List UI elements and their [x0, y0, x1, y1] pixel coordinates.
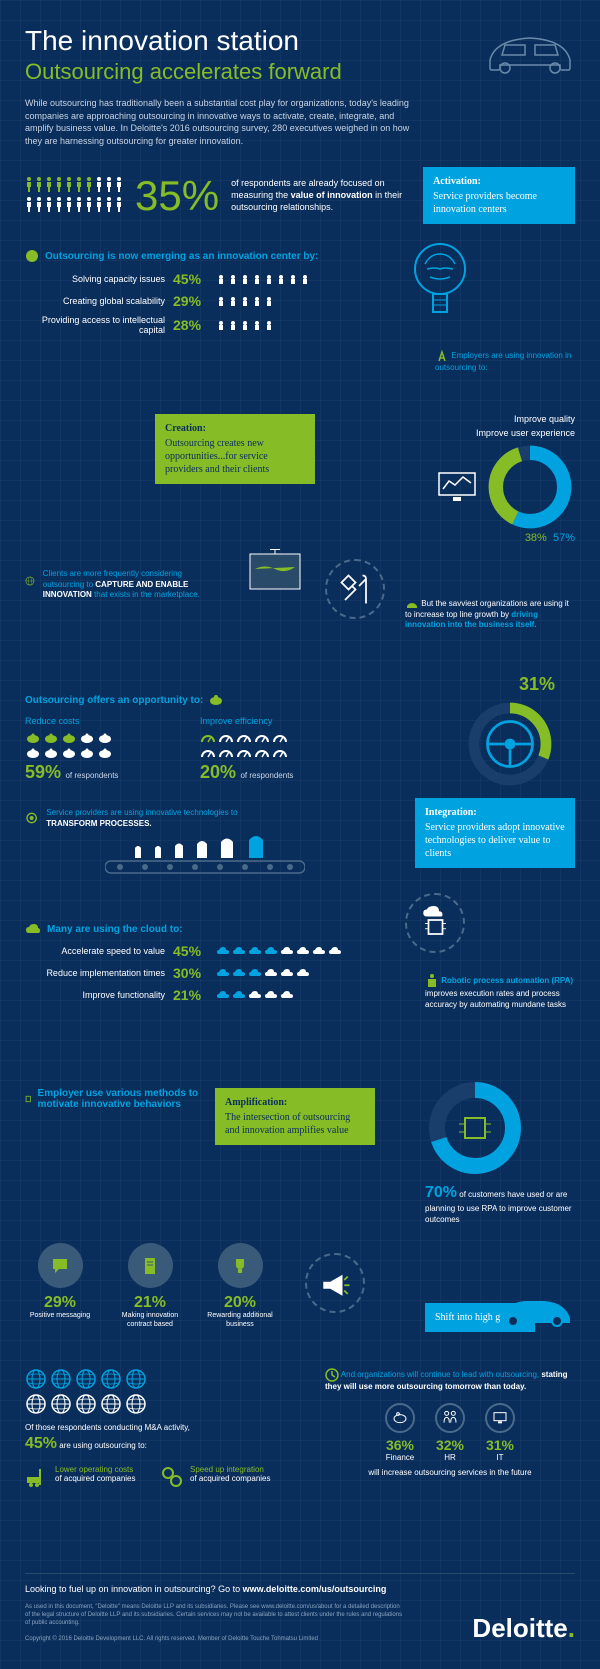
stat-35-text: of respondents are already focused on me… [231, 178, 411, 213]
donut-label-2: Improve user experience [395, 428, 575, 438]
monitor-icon [437, 471, 477, 503]
motivate-heading: Employer use various methods to motivate… [25, 1088, 205, 1110]
gear-icon [25, 808, 38, 828]
footer-cta: Looking to fuel up on innovation in outs… [25, 1584, 575, 1594]
quality-donut [485, 442, 575, 532]
people-icons [25, 176, 123, 216]
globes-icons [25, 1368, 165, 1415]
capture-text: Clients are more frequently considering … [43, 569, 225, 600]
conveyor-icon [105, 836, 305, 881]
callout-amplification: Amplification: The intersection of outso… [215, 1088, 375, 1145]
rpa-text: Robotic process automation (RPA) improve… [425, 973, 575, 1010]
footer-legal-1: As used in this document, "Deloitte" mea… [25, 1604, 405, 1627]
globe-icon [25, 569, 35, 593]
stat-35-pct: 35% [135, 172, 219, 220]
car-side-icon [495, 1293, 575, 1333]
footer-legal-2: Copyright © 2016 Deloitte Development LL… [25, 1636, 405, 1644]
future-heading: And organizations will continue to lead … [325, 1368, 575, 1392]
transform-text: Service providers are using innovative t… [46, 808, 245, 829]
emerging-heading: Outsourcing is now emerging as an innova… [25, 249, 575, 263]
callout-activation: Activation: Service providers become inn… [423, 167, 575, 224]
tools-icon [325, 559, 385, 619]
intro-text: While outsourcing has traditionally been… [25, 97, 415, 147]
car-hero-icon [480, 20, 580, 80]
deloitte-logo: Deloitte. [472, 1613, 575, 1644]
savviest-text: But the savviest organizations are using… [405, 599, 575, 630]
cloud-heading: Many are using the cloud to: [25, 923, 575, 935]
future-sub: will increase outsourcing services in th… [325, 1468, 575, 1478]
callout-integration: Integration: Service providers adopt inn… [415, 798, 575, 868]
donut-label-1: Improve quality [395, 414, 575, 424]
megaphone-icon [305, 1253, 365, 1313]
brain-bulb-icon [405, 239, 475, 329]
rpa-donut [425, 1078, 525, 1178]
employers-heading: Employers are using innovation in outsou… [435, 349, 575, 373]
callout-creation: Creation: Outsourcing creates new opport… [155, 414, 315, 484]
ma-text: Of those respondents conducting M&A acti… [25, 1423, 225, 1454]
map-icon [245, 549, 305, 599]
steering-donut: 31% [465, 674, 555, 794]
chip-cloud-icon [405, 893, 465, 953]
